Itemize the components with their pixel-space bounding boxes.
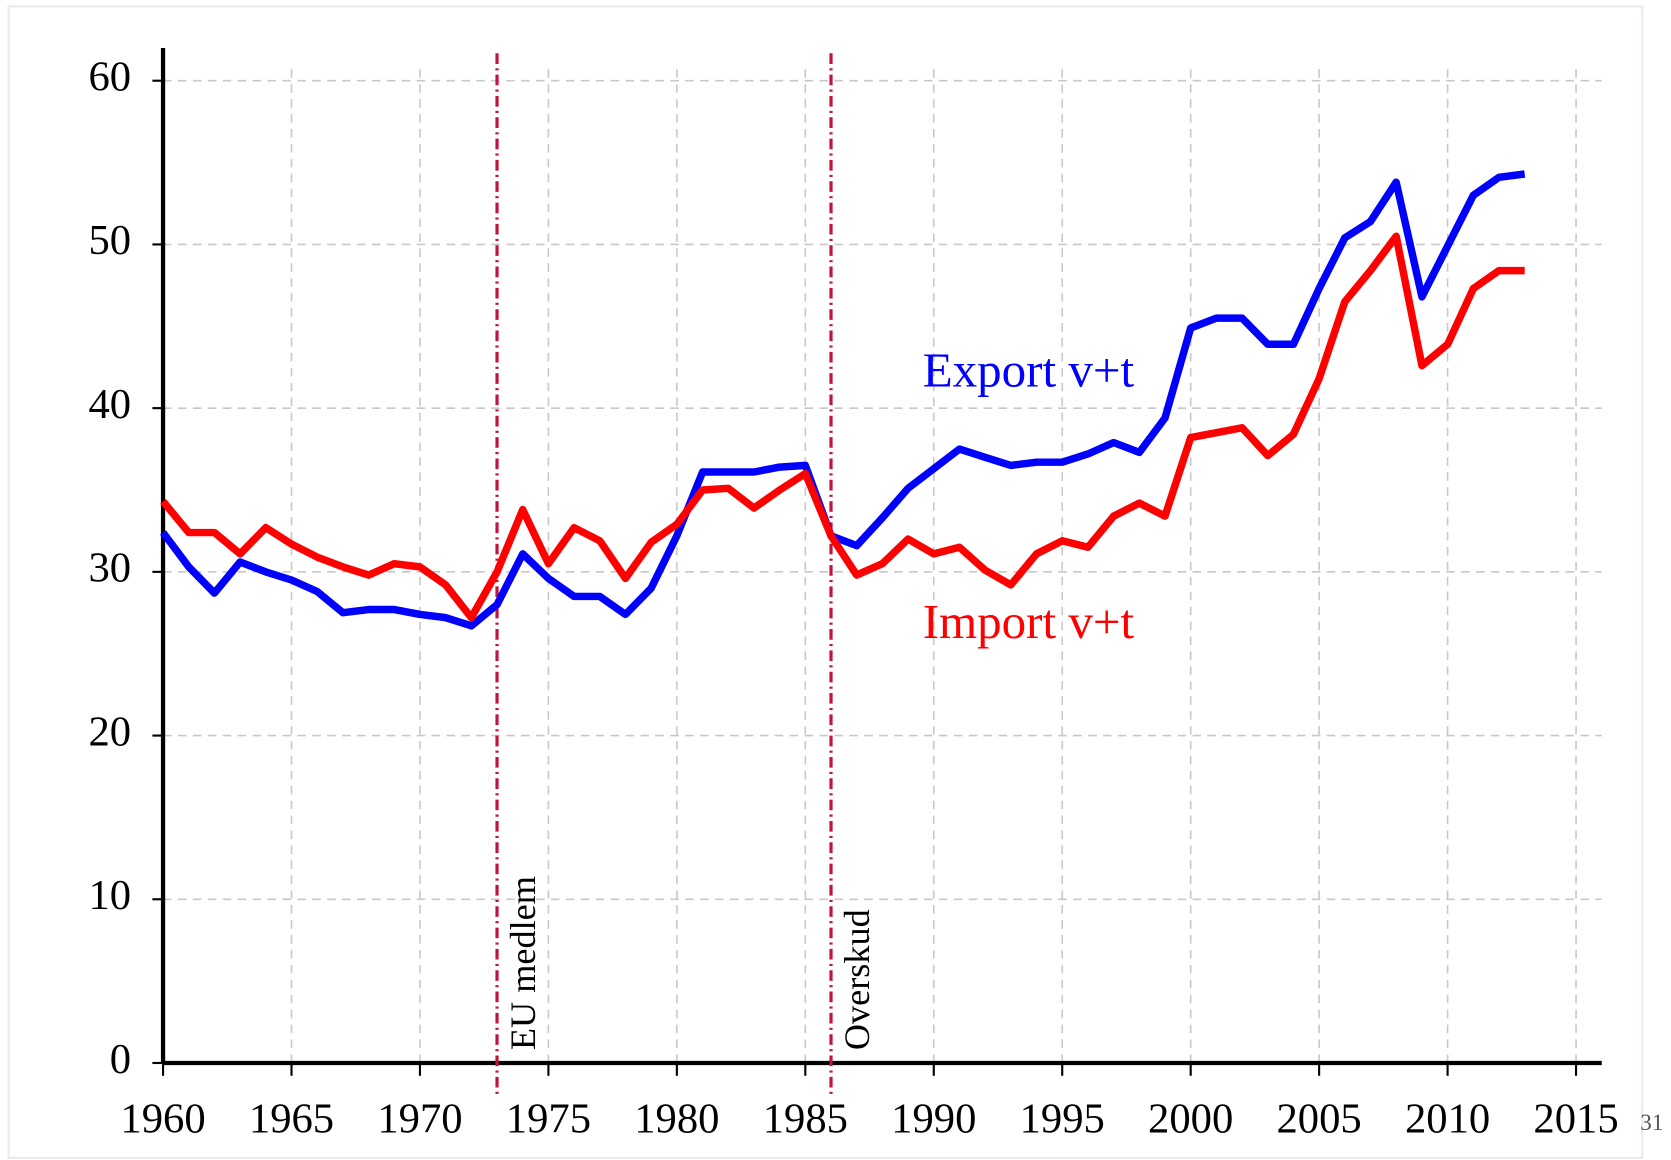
y-tick-label: 30 <box>88 545 131 592</box>
page-number: 31 <box>1640 1110 1663 1136</box>
x-tick-label: 1965 <box>249 1095 334 1142</box>
vline-label: Overskud <box>837 909 877 1050</box>
y-tick-label: 10 <box>88 872 131 919</box>
x-tick-label: 1980 <box>634 1095 719 1142</box>
y-tick-label: 50 <box>88 217 131 264</box>
x-tick-label: 1985 <box>763 1095 848 1142</box>
x-tick-label: 2015 <box>1533 1095 1618 1142</box>
vline-label: EU medlem <box>503 876 543 1050</box>
x-tick-label: 1975 <box>506 1095 591 1142</box>
series-line <box>160 170 1526 630</box>
x-tick-label: 2005 <box>1277 1095 1362 1142</box>
y-tick-label: 40 <box>88 381 131 428</box>
x-tick-label: 1960 <box>120 1095 205 1142</box>
x-tick-label: 1995 <box>1020 1095 1105 1142</box>
frame <box>7 5 1644 1159</box>
x-tick-label: 2010 <box>1405 1095 1490 1142</box>
y-tick-label: 0 <box>110 1036 131 1083</box>
x-tick-label: 1970 <box>377 1095 462 1142</box>
x-tick-label: 1990 <box>891 1095 976 1142</box>
series-label: Import v+t <box>923 594 1135 649</box>
y-tick-label: 60 <box>88 53 131 100</box>
series-label: Export v+t <box>923 343 1135 398</box>
y-tick-label: 20 <box>88 708 131 755</box>
series-line <box>160 232 1525 622</box>
x-tick-label: 2000 <box>1148 1095 1233 1142</box>
